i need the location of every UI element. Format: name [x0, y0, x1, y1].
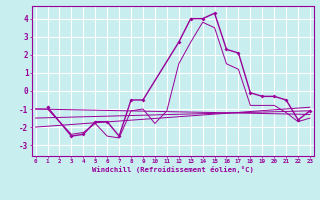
X-axis label: Windchill (Refroidissement éolien,°C): Windchill (Refroidissement éolien,°C) — [92, 166, 254, 173]
